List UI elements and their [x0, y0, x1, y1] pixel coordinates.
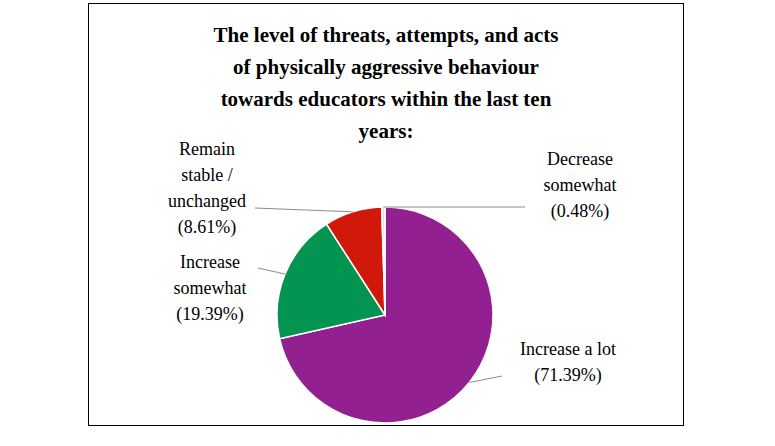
pie-slice	[327, 207, 385, 315]
slice-label-line: Increase	[180, 252, 240, 272]
slice-label: Increase a lot	[520, 339, 616, 359]
pie-group	[277, 207, 493, 423]
leader-line	[469, 376, 502, 382]
slice-label-line: Increase a lot	[520, 339, 616, 359]
leader-line	[255, 208, 353, 212]
chart-title-line: of physically aggressive behaviour	[233, 55, 539, 79]
leader-line	[383, 207, 525, 208]
slice-label: Increase somewhat	[174, 252, 247, 298]
slice-label: Decrease somewhat	[544, 149, 617, 195]
chart-title-line: years:	[359, 119, 414, 143]
slice-label: Remain stable / unchanged	[168, 139, 246, 211]
slice-label-line: Remain	[179, 139, 235, 159]
slice-value-label: (8.61%)	[178, 217, 236, 238]
chart-title: The level of threats, attempts, and acts…	[214, 23, 559, 143]
slice-label-line: somewhat	[544, 175, 617, 195]
slice-value-label: (0.48%)	[551, 201, 609, 222]
chart-container: The level of threats, attempts, and acts…	[0, 0, 775, 446]
slice-value-label: (19.39%)	[176, 304, 243, 325]
chart-svg: The level of threats, attempts, and acts…	[0, 0, 775, 446]
chart-frame	[89, 4, 684, 426]
slice-label-line: stable /	[181, 165, 233, 185]
chart-title-line: towards educators within the last ten	[221, 87, 552, 111]
leader-line	[258, 268, 285, 274]
slice-label-line: unchanged	[168, 191, 246, 211]
slice-label-line: somewhat	[174, 278, 247, 298]
slice-label-line: Decrease	[547, 149, 613, 169]
slice-value-label: (71.39%)	[534, 365, 601, 386]
chart-title-line: The level of threats, attempts, and acts	[214, 23, 559, 47]
pie-slice	[382, 207, 385, 315]
